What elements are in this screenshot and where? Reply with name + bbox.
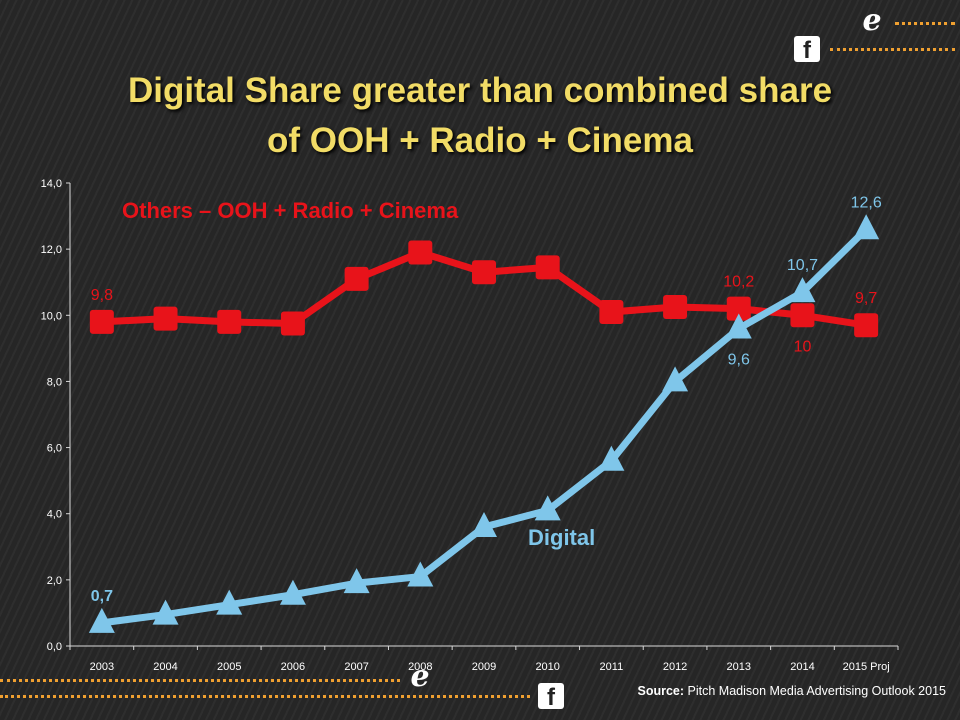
- data-label: 10,2: [723, 274, 754, 291]
- data-point-digital: [725, 313, 752, 339]
- data-point-digital: [152, 599, 179, 625]
- x-tick-label: 2010: [535, 661, 559, 673]
- data-point-others: [344, 266, 369, 291]
- data-label: 10,7: [787, 257, 818, 274]
- data-point-others: [217, 309, 242, 334]
- x-tick-label: 2013: [727, 661, 751, 673]
- y-tick-label: 0,0: [47, 641, 62, 653]
- source-text: Pitch Madison Media Advertising Outlook …: [687, 684, 946, 698]
- data-label: 9,7: [855, 290, 877, 307]
- data-point-others: [408, 240, 433, 265]
- data-point-digital: [471, 511, 497, 537]
- e-logo-icon-bottom: e: [410, 659, 430, 694]
- x-tick-label: 2012: [663, 661, 687, 673]
- data-point-others: [599, 299, 624, 324]
- data-point-digital: [343, 568, 370, 594]
- data-point-digital: [662, 366, 689, 392]
- bottom-dotted-line-1: [0, 679, 400, 682]
- series-label-digital: Digital: [528, 525, 595, 550]
- x-tick-label: 2005: [217, 661, 241, 673]
- title-line-1: Digital Share greater than combined shar…: [127, 71, 833, 110]
- data-label: 10: [794, 338, 812, 355]
- data-point-others: [790, 303, 815, 328]
- y-tick-label: 4,0: [47, 509, 62, 521]
- y-tick-label: 8,0: [47, 376, 62, 388]
- x-tick-label: 2014: [790, 661, 814, 673]
- data-point-digital: [598, 445, 625, 471]
- x-tick-label: 2007: [344, 661, 368, 673]
- data-point-others: [280, 311, 305, 336]
- data-point-digital: [789, 277, 816, 303]
- data-point-others: [854, 313, 879, 338]
- data-label: 12,6: [851, 194, 882, 211]
- y-tick-label: 10,0: [41, 310, 62, 322]
- data-point-others: [663, 295, 688, 320]
- bottom-dotted-line-2: [0, 695, 530, 698]
- data-point-others: [535, 255, 560, 280]
- data-label: 9,6: [728, 352, 750, 369]
- y-tick-label: 2,0: [47, 575, 62, 587]
- x-tick-label: 2004: [153, 661, 177, 673]
- data-label: 9,8: [91, 287, 113, 304]
- chart-title: Digital Share greater than combined shar…: [60, 66, 900, 166]
- x-tick-label: 2011: [600, 661, 624, 673]
- e-logo-icon: e: [862, 3, 882, 38]
- data-point-others: [89, 309, 114, 334]
- x-tick-label: 2008: [408, 661, 432, 673]
- data-point-others: [153, 306, 178, 331]
- data-point-digital: [853, 214, 880, 240]
- data-point-others: [472, 260, 496, 285]
- data-point-others: [726, 296, 751, 321]
- title-line-2: of OOH + Radio + Cinema: [267, 121, 693, 160]
- x-tick-label: 2009: [472, 661, 496, 673]
- data-point-digital: [407, 561, 434, 587]
- data-point-digital: [88, 607, 115, 633]
- source-note: Source: Pitch Madison Media Advertising …: [637, 684, 946, 698]
- y-tick-label: 12,0: [41, 244, 62, 256]
- series-label-others: Others – OOH + Radio + Cinema: [122, 198, 459, 223]
- y-tick-label: 6,0: [47, 443, 62, 455]
- y-tick-label: 14,0: [41, 178, 62, 190]
- x-tick-label: 2015 Proj: [843, 661, 890, 673]
- source-label: Source:: [637, 684, 685, 698]
- top-dotted-line-2: [830, 48, 955, 51]
- x-tick-label: 2003: [90, 661, 114, 673]
- x-tick-label: 2006: [281, 661, 305, 673]
- data-point-digital: [279, 579, 306, 605]
- facebook-icon: f: [794, 36, 820, 62]
- top-dotted-line-1: [895, 22, 955, 25]
- data-point-digital: [534, 495, 561, 521]
- data-point-digital: [216, 589, 243, 615]
- facebook-icon-bottom: f: [538, 683, 564, 709]
- data-label: 0,7: [91, 588, 113, 605]
